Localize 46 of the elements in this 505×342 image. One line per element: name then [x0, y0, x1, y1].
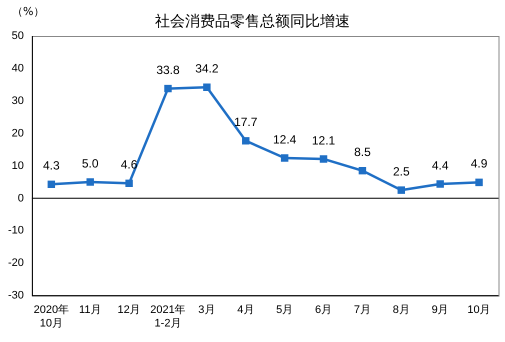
data-label: 33.8	[156, 62, 180, 77]
y-tick-label: 50	[12, 30, 24, 42]
x-tick-label: 6月	[314, 304, 332, 316]
data-label: 4.3	[42, 158, 60, 173]
data-label: 12.1	[312, 133, 336, 148]
y-tick-label: 40	[12, 62, 24, 74]
x-tick-label: 5月	[276, 304, 294, 316]
point	[436, 180, 444, 188]
point	[398, 186, 406, 194]
point	[203, 84, 211, 91]
point	[242, 137, 250, 145]
point	[320, 155, 328, 163]
x-tick-label: 12月	[117, 304, 141, 316]
point	[86, 178, 94, 186]
point	[48, 180, 56, 188]
y-tick-label: 10	[12, 160, 24, 172]
x-tick-label: 3月	[198, 304, 216, 316]
point	[280, 154, 288, 162]
point	[475, 178, 483, 186]
data-label: 17.7	[234, 115, 258, 130]
chart-title: 社会消费品零售总额同比增速	[155, 12, 350, 30]
y-tick-label: -30	[8, 290, 24, 302]
y-tick-label: -10	[8, 224, 24, 237]
point	[125, 180, 133, 188]
data-label: 4.4	[432, 158, 449, 172]
data-label: 4.9	[470, 156, 488, 171]
data-label: 34.2	[195, 62, 219, 76]
x-tick-label: 4月	[237, 304, 254, 316]
point	[164, 84, 172, 92]
x-tick-label: 7月	[354, 304, 371, 316]
y-tick-label: 20	[12, 127, 24, 140]
x-tick-label: 10月	[467, 304, 491, 316]
x-tick-label: 8月	[392, 304, 410, 316]
data-label: 12.4	[272, 132, 297, 146]
data-label: 2.5	[392, 164, 410, 178]
y-tick-label: 0	[18, 192, 24, 204]
x-tick-label: 2020年 10月	[34, 304, 70, 330]
data-label: 5.0	[82, 156, 99, 170]
data-label: 8.5	[354, 144, 372, 159]
x-tick-label: 9月	[432, 304, 449, 316]
y-tick-label: -20	[8, 257, 24, 270]
y-tick-label: 30	[12, 94, 24, 107]
y-axis-title: （%）	[12, 4, 44, 19]
point	[358, 166, 366, 174]
x-tick-label: 11月	[79, 304, 102, 316]
x-tick-label: 2021年 1-2月	[150, 304, 186, 330]
